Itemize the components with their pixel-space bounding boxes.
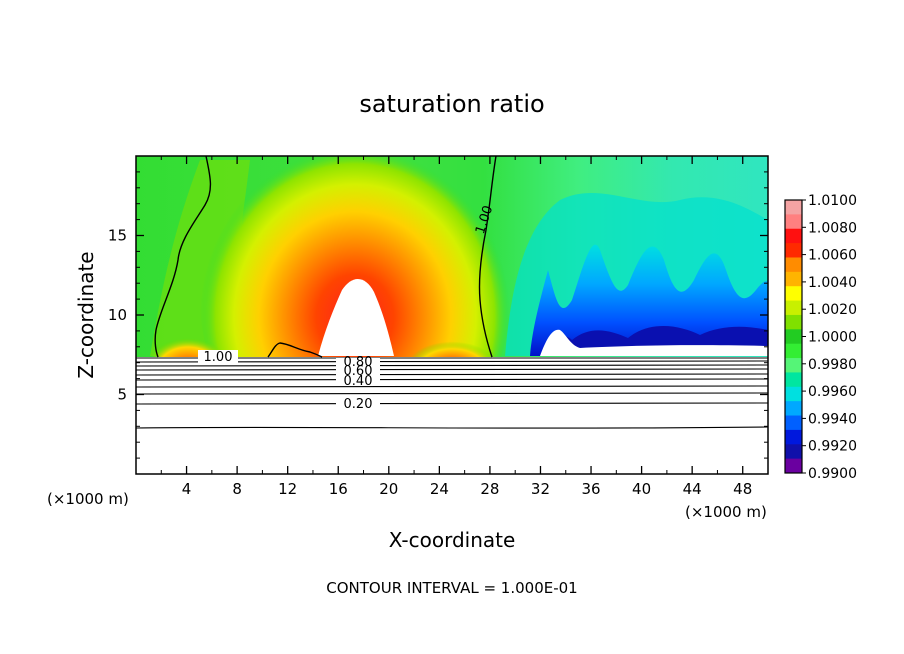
colorbar-label: 1.0000 bbox=[808, 330, 857, 346]
contour-1.00-left bbox=[154, 156, 212, 358]
colorbar-swatch bbox=[785, 415, 802, 431]
colorbar-swatch bbox=[785, 444, 802, 460]
colorbar-label: 1.0080 bbox=[808, 220, 857, 236]
chart-title: saturation ratio bbox=[359, 90, 544, 118]
colorbar-label: 1.0040 bbox=[808, 275, 857, 291]
colorbar-swatch bbox=[785, 257, 802, 273]
contour-label-1.00-bottom: 1.00 bbox=[204, 350, 233, 365]
colorbar-swatch bbox=[785, 243, 802, 258]
x-tick-label: 32 bbox=[531, 480, 550, 498]
x-tick-label: 16 bbox=[329, 480, 348, 498]
x-tick-label: 40 bbox=[632, 480, 651, 498]
field-rim-white bbox=[540, 329, 768, 356]
y-tick-label: 5 bbox=[117, 386, 127, 404]
x-tick-label: 20 bbox=[379, 480, 398, 498]
colorbar-label: 0.9920 bbox=[808, 439, 857, 455]
colorbar-label: 0.9940 bbox=[808, 411, 857, 427]
field-blue-tongues bbox=[530, 244, 768, 356]
contour-1.00-bump bbox=[267, 342, 323, 358]
contour-interval-note: CONTOUR INTERVAL = 1.000E-01 bbox=[326, 579, 577, 597]
contour-label-0.20: 0.20 bbox=[344, 397, 373, 412]
stratified-contours bbox=[136, 357, 768, 429]
colorbar: 1.0100 1.0080 1.0060 1.0040 1.0020 1.0000 0.99… bbox=[784, 193, 857, 482]
x-tick-label: 24 bbox=[430, 480, 449, 498]
contour-label-0.40: 0.40 bbox=[344, 374, 373, 389]
x-unit-right: (×1000 m) bbox=[685, 503, 767, 521]
colorbar-swatch bbox=[785, 458, 802, 474]
y-axis-ticks: 5 10 15 bbox=[108, 171, 768, 459]
colorbar-label: 0.9900 bbox=[808, 466, 857, 482]
field-subsaturated-layer bbox=[136, 357, 768, 474]
x-tick-label: 8 bbox=[232, 480, 242, 498]
contour-label-0.60: 0.60 bbox=[344, 364, 373, 379]
colorbar-label: 0.9960 bbox=[808, 384, 857, 400]
x-tick-label: 28 bbox=[480, 480, 499, 498]
y-tick-label: 15 bbox=[108, 227, 127, 245]
x-tick-label: 44 bbox=[683, 480, 702, 498]
colorbar-swatch bbox=[785, 314, 802, 330]
y-axis-label: Z-coordinate bbox=[74, 251, 98, 378]
x-tick-label: 48 bbox=[733, 480, 752, 498]
colorbar-swatch bbox=[785, 214, 802, 230]
x-axis-ticks: 4 8 12 16 20 24 28 32 36 40 44 48 bbox=[160, 156, 752, 498]
colorbar-swatch bbox=[785, 300, 802, 316]
colorbar-swatch bbox=[785, 200, 802, 215]
contour-label-0.80: 0.80 bbox=[344, 355, 373, 370]
colorbar-swatch bbox=[785, 429, 802, 445]
colorbar-label: 0.9980 bbox=[808, 357, 857, 373]
contour-1.00-right bbox=[478, 156, 497, 358]
x-tick-label: 4 bbox=[182, 480, 192, 498]
x-unit-left: (×1000 m) bbox=[47, 490, 129, 508]
colorbar-swatch bbox=[785, 358, 802, 373]
colorbar-label: 1.0060 bbox=[808, 248, 857, 264]
field-core-white bbox=[318, 278, 394, 356]
colorbar-label: 1.0020 bbox=[808, 302, 857, 318]
y-tick-label: 10 bbox=[108, 306, 127, 324]
x-axis-label: X-coordinate bbox=[389, 528, 516, 552]
colorbar-swatch bbox=[785, 343, 802, 359]
colorbar-swatch bbox=[785, 386, 802, 402]
colorbar-swatch bbox=[785, 286, 802, 302]
colorbar-swatch bbox=[785, 401, 802, 417]
colorbar-swatch bbox=[785, 271, 802, 287]
x-tick-label: 12 bbox=[278, 480, 297, 498]
plot-field bbox=[136, 156, 768, 474]
x-tick-label: 36 bbox=[581, 480, 600, 498]
colorbar-swatch bbox=[785, 372, 802, 388]
colorbar-swatch bbox=[785, 329, 802, 345]
colorbar-label: 1.0100 bbox=[808, 193, 857, 209]
colorbar-swatch bbox=[785, 228, 802, 244]
